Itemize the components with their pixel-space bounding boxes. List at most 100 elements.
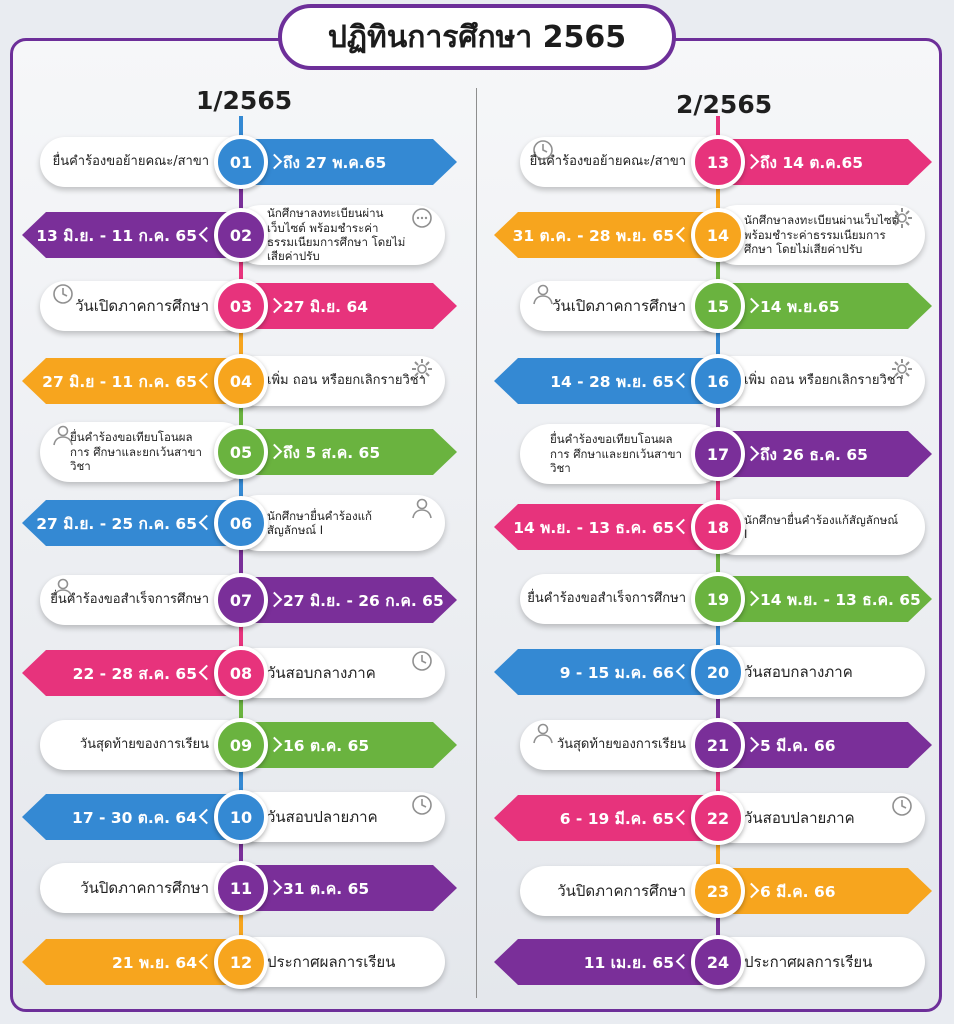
step-08-number: 08 <box>214 646 268 700</box>
step-19-date-tag: 14 พ.ย. - 13 ธ.ค. 65 <box>724 576 932 622</box>
step-22-number: 22 <box>691 791 745 845</box>
step-14-gear-icon <box>891 207 913 233</box>
step-17-date: ถึง 26 ธ.ค. 65 <box>760 445 868 464</box>
step-15-date: 14 พ.ย.65 <box>760 297 840 316</box>
step-05-pill: ยื่นคำร้องขอเทียบโอนผลการ ศึกษาและยกเว้น… <box>40 422 251 482</box>
step-19-number: 19 <box>691 572 745 626</box>
step-23-label: วันปิดภาคการศึกษา <box>557 881 686 900</box>
step-23-number: 23 <box>691 864 745 918</box>
step-07-label: ยื่นคำร้องขอสำเร็จการศึกษา <box>50 591 209 607</box>
step-21-date-tag: 5 มี.ค. 66 <box>724 722 932 768</box>
step-12-number: 12 <box>214 935 268 989</box>
step-23-date: 6 มี.ค. 66 <box>760 882 836 901</box>
step-22-date-tag: 6 - 19 มี.ค. 65 <box>494 795 712 841</box>
timeline-spine-segment <box>716 162 720 235</box>
timeline-spine-segment <box>239 817 243 888</box>
timeline-spine-segment <box>716 891 720 962</box>
step-20-date-tag: 9 - 15 ม.ค. 66 <box>494 649 712 695</box>
step-17-label: ยื่นคำร้องขอเทียบโอนผลการ ศึกษาและยกเว้น… <box>550 432 682 476</box>
step-03-clock-icon <box>52 283 74 309</box>
step-22-clock-icon <box>891 795 913 821</box>
step-13-clock-icon <box>532 139 554 165</box>
timeline-spine-segment <box>239 523 243 600</box>
step-16-date-tag: 14 - 28 พ.ย. 65 <box>494 358 712 404</box>
step-20-pill: วันสอบกลางภาค <box>708 647 925 697</box>
timeline-spine-segment <box>239 745 243 817</box>
timeline-spine-segment <box>716 306 720 381</box>
step-15-date-tag: 14 พ.ย.65 <box>724 283 932 329</box>
step-20-label: วันสอบกลางภาค <box>744 662 853 681</box>
step-16-gear-icon <box>891 358 913 384</box>
step-23-pill: วันปิดภาคการศึกษา <box>520 866 728 916</box>
step-05-date: ถึง 5 ส.ค. 65 <box>283 443 381 462</box>
timeline-spine-segment <box>716 745 720 818</box>
step-08-date-tag: 22 - 28 ส.ค. 65 <box>22 650 235 696</box>
step-24-label: ประกาศผลการเรียน <box>744 952 873 971</box>
step-10-number: 10 <box>214 790 268 844</box>
step-18-date: 14 พ.ย. - 13 ธ.ค. 65 <box>513 518 674 537</box>
step-16-label: เพิ่ม ถอน หรือยกเลิกรายวิชา <box>744 372 903 388</box>
step-13-date-tag: ถึง 14 ต.ค.65 <box>724 139 932 185</box>
column-divider <box>476 88 477 998</box>
step-02-date-tag: 13 มิ.ย. - 11 ก.ค. 65 <box>22 212 235 258</box>
step-09-date: 16 ต.ค. 65 <box>283 736 370 755</box>
step-19-label: ยื่นคำร้องขอสำเร็จการศึกษา <box>527 590 686 606</box>
step-11-date: 31 ต.ค. 65 <box>283 879 370 898</box>
step-06-label: นักศึกษายื่นคำร้องแก้สัญลักษณ์ I <box>267 508 372 537</box>
step-24-date: 11 เม.ย. 65 <box>583 953 674 972</box>
step-03-label: วันเปิดภาคการศึกษา <box>75 296 209 315</box>
step-19-date: 14 พ.ย. - 13 ธ.ค. 65 <box>760 590 921 609</box>
step-02-chat-icon <box>411 207 433 233</box>
step-14-date: 31 ต.ค. - 28 พ.ย. 65 <box>512 226 674 245</box>
timeline-spine-segment <box>716 235 720 306</box>
timeline-spine-segment <box>239 673 243 745</box>
step-04-number: 04 <box>214 354 268 408</box>
timeline-spine-segment <box>716 527 720 599</box>
timeline-spine-segment <box>716 818 720 891</box>
step-05-label: ยื่นคำร้องขอเทียบโอนผลการ ศึกษาและยกเว้น… <box>70 430 202 474</box>
step-21-date: 5 มี.ค. 66 <box>760 736 836 755</box>
step-11-date-tag: 31 ต.ค. 65 <box>247 865 457 911</box>
step-10-label: วันสอบปลายภาค <box>267 807 378 826</box>
timeline-spine-segment <box>239 600 243 673</box>
step-14-label: นักศึกษาลงทะเบียนผ่านเว็บไซต์ พร้อมชำระค… <box>744 213 900 257</box>
step-22-label: วันสอบปลายภาค <box>744 808 855 827</box>
step-09-date-tag: 16 ต.ค. 65 <box>247 722 457 768</box>
step-10-date-tag: 17 - 30 ต.ค. 64 <box>22 794 235 840</box>
timeline-spine-segment <box>239 235 243 306</box>
step-03-pill: วันเปิดภาคการศึกษา <box>40 281 251 331</box>
step-12-date-tag: 21 พ.ย. 64 <box>22 939 235 985</box>
step-17-date-tag: ถึง 26 ธ.ค. 65 <box>724 431 932 477</box>
step-21-user-icon <box>532 722 554 748</box>
timeline-spine-segment <box>716 672 720 745</box>
step-02-label: นักศึกษาลงทะเบียนผ่านเว็บไซต์ พร้อมชำระค… <box>267 206 406 264</box>
step-18-label: นักศึกษายื่นคำร้องแก้สัญลักษณ์ I <box>744 512 899 541</box>
step-05-date-tag: ถึง 5 ส.ค. 65 <box>247 429 457 475</box>
step-14-number: 14 <box>691 208 745 262</box>
step-11-number: 11 <box>214 861 268 915</box>
step-23-date-tag: 6 มี.ค. 66 <box>724 868 932 914</box>
step-16-date: 14 - 28 พ.ย. 65 <box>550 372 674 391</box>
step-02-number: 02 <box>214 208 268 262</box>
step-03-number: 03 <box>214 279 268 333</box>
step-04-date-tag: 27 มิ.ย - 11 ก.ค. 65 <box>22 358 235 404</box>
step-06-date-tag: 27 มิ.ย. - 25 ก.ค. 65 <box>22 500 235 546</box>
step-04-gear-icon <box>411 358 433 384</box>
step-01-date: ถึง 27 พ.ค.65 <box>283 153 387 172</box>
timeline-spine-segment <box>239 162 243 235</box>
step-07-number: 07 <box>214 573 268 627</box>
timeline-spine-segment <box>239 381 243 452</box>
step-03-date-tag: 27 มิ.ย. 64 <box>247 283 457 329</box>
semester-2-heading: 2/2565 <box>676 90 773 119</box>
step-18-number: 18 <box>691 500 745 554</box>
step-13-number: 13 <box>691 135 745 189</box>
step-24-date-tag: 11 เม.ย. 65 <box>494 939 712 985</box>
step-21-number: 21 <box>691 718 745 772</box>
step-13-label: ยื่นคำร้องขอย้ายคณะ/สาขา <box>529 153 686 169</box>
step-08-date: 22 - 28 ส.ค. 65 <box>72 664 197 683</box>
step-07-user-icon <box>52 577 74 603</box>
step-06-user-icon <box>411 497 433 523</box>
step-14-date-tag: 31 ต.ค. - 28 พ.ย. 65 <box>494 212 712 258</box>
step-08-label: วันสอบกลางภาค <box>267 663 376 682</box>
step-01-date-tag: ถึง 27 พ.ค.65 <box>247 139 457 185</box>
